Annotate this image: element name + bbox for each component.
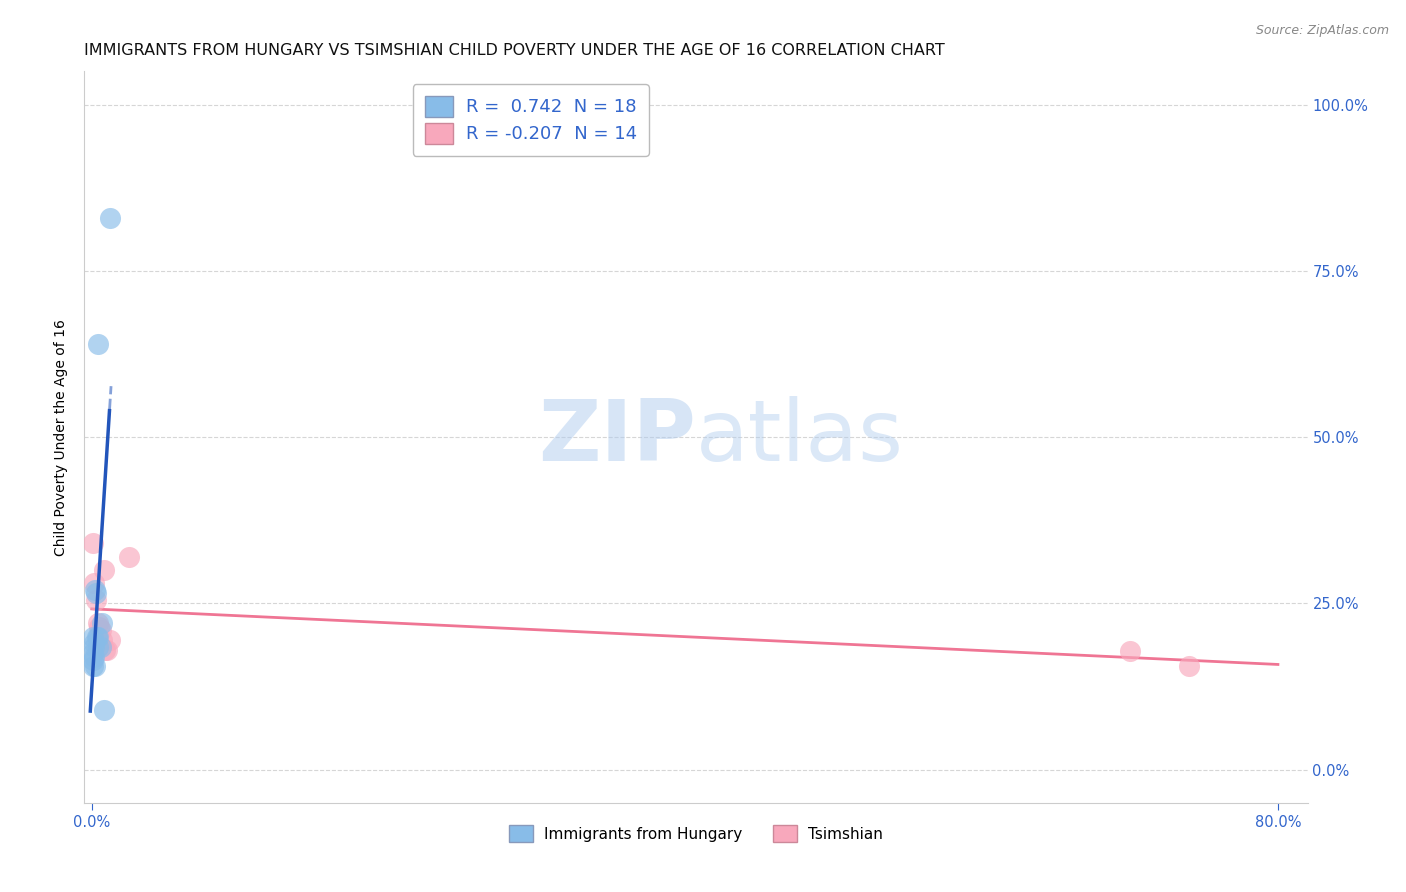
Point [84,582,107,597]
Point [82,536,104,550]
Point [82,630,104,644]
Point [86,616,108,631]
Point [94,643,117,657]
Point [96,643,118,657]
Point [118,549,141,564]
Point [98,632,121,647]
Point [87,630,110,644]
Point [84,586,107,600]
Point [93,703,115,717]
Point [86,630,108,644]
Point [91,632,114,647]
Point [83,576,105,591]
Y-axis label: Child Poverty Under the Age of 16: Child Poverty Under the Age of 16 [55,318,69,556]
Point [83,640,105,654]
Point [1178,659,1201,673]
Point [91,616,114,631]
Point [83,649,105,664]
Point [93,563,115,577]
Point [86,337,108,351]
Text: Source: ZipAtlas.com: Source: ZipAtlas.com [1256,24,1389,37]
Legend: Immigrants from Hungary, Tsimshian: Immigrants from Hungary, Tsimshian [503,819,889,847]
Point [1118,644,1140,658]
Point [84,593,107,607]
Point [83,636,105,650]
Point [90,640,112,654]
Point [90,623,112,637]
Point [98,211,121,225]
Point [86,640,108,654]
Point [82,646,104,660]
Text: IMMIGRANTS FROM HUNGARY VS TSIMSHIAN CHILD POVERTY UNDER THE AGE OF 16 CORRELATI: IMMIGRANTS FROM HUNGARY VS TSIMSHIAN CHI… [84,43,945,58]
Point [82,653,104,667]
Point [89,619,111,633]
Text: ZIP: ZIP [538,395,696,479]
Text: atlas: atlas [696,395,904,479]
Point [83,659,105,673]
Point [82,659,104,673]
